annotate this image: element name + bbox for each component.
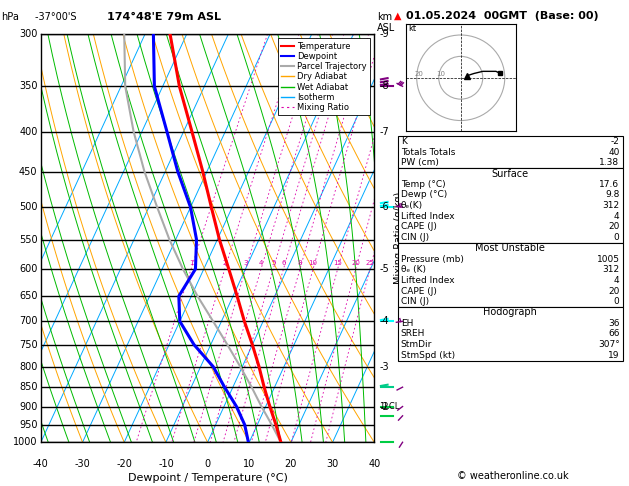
Text: 15: 15: [333, 260, 342, 266]
Text: kt: kt: [408, 24, 416, 33]
Text: -7: -7: [379, 126, 389, 137]
Text: 800: 800: [19, 362, 38, 372]
Text: 0: 0: [614, 233, 620, 242]
Text: -5: -5: [379, 264, 389, 274]
Text: 66: 66: [608, 330, 620, 338]
Text: Dewpoint / Temperature (°C): Dewpoint / Temperature (°C): [128, 473, 287, 483]
Text: 30: 30: [326, 459, 338, 469]
Text: Lifted Index: Lifted Index: [401, 276, 454, 285]
Text: 300: 300: [19, 29, 38, 39]
Text: -37°00'S: -37°00'S: [35, 12, 82, 22]
Text: -30: -30: [75, 459, 91, 469]
Text: StmSpd (kt): StmSpd (kt): [401, 351, 455, 360]
Text: 25: 25: [365, 260, 374, 266]
Text: 1.38: 1.38: [599, 158, 620, 167]
Text: 01.05.2024  00GMT  (Base: 00): 01.05.2024 00GMT (Base: 00): [406, 11, 598, 21]
Text: 307°: 307°: [598, 340, 620, 349]
Text: 20: 20: [351, 260, 360, 266]
Text: -9: -9: [379, 29, 389, 39]
Text: Temp (°C): Temp (°C): [401, 180, 445, 189]
Text: ▲: ▲: [394, 11, 401, 21]
Text: -4: -4: [379, 316, 389, 326]
Text: 600: 600: [19, 264, 38, 274]
Text: Totals Totals: Totals Totals: [401, 148, 455, 156]
Text: 17.6: 17.6: [599, 180, 620, 189]
Text: CAPE (J): CAPE (J): [401, 287, 437, 295]
Text: 650: 650: [19, 291, 38, 301]
Text: 36: 36: [608, 319, 620, 328]
Text: hPa: hPa: [1, 12, 19, 22]
Text: CIN (J): CIN (J): [401, 233, 429, 242]
Text: CAPE (J): CAPE (J): [401, 223, 437, 231]
Text: Dewp (°C): Dewp (°C): [401, 191, 447, 199]
Text: -20: -20: [116, 459, 132, 469]
Text: 900: 900: [19, 401, 38, 412]
Text: Lifted Index: Lifted Index: [401, 212, 454, 221]
Text: CIN (J): CIN (J): [401, 297, 429, 306]
Text: 8: 8: [298, 260, 302, 266]
Text: -10: -10: [158, 459, 174, 469]
Text: 40: 40: [368, 459, 381, 469]
Text: 550: 550: [19, 235, 38, 244]
Text: 20: 20: [415, 70, 423, 77]
Text: -2: -2: [379, 401, 389, 412]
Text: StmDir: StmDir: [401, 340, 432, 349]
Text: Mixing Ratio (g/kg): Mixing Ratio (g/kg): [394, 192, 404, 284]
Text: -2: -2: [611, 137, 620, 146]
Text: EH: EH: [401, 319, 413, 328]
Text: 5: 5: [271, 260, 276, 266]
Text: 312: 312: [603, 201, 620, 210]
Text: 174°48'E 79m ASL: 174°48'E 79m ASL: [107, 12, 221, 22]
Text: 2: 2: [223, 260, 227, 266]
Text: θₑ (K): θₑ (K): [401, 265, 426, 274]
Text: 312: 312: [603, 265, 620, 274]
Text: 4: 4: [259, 260, 263, 266]
Legend: Temperature, Dewpoint, Parcel Trajectory, Dry Adiabat, Wet Adiabat, Isotherm, Mi: Temperature, Dewpoint, Parcel Trajectory…: [278, 38, 370, 115]
Text: -6: -6: [379, 202, 389, 212]
Text: 750: 750: [19, 340, 38, 350]
Text: 20: 20: [608, 223, 620, 231]
Text: 950: 950: [19, 420, 38, 430]
Text: 20: 20: [608, 287, 620, 295]
Text: 400: 400: [19, 126, 38, 137]
Text: 1005: 1005: [596, 255, 620, 263]
Text: 1LCL: 1LCL: [379, 402, 399, 411]
Text: 20: 20: [285, 459, 297, 469]
Text: SREH: SREH: [401, 330, 425, 338]
Text: km: km: [377, 12, 392, 22]
Text: 10: 10: [243, 459, 255, 469]
Text: 700: 700: [19, 316, 38, 326]
Text: -40: -40: [33, 459, 49, 469]
Text: © weatheronline.co.uk: © weatheronline.co.uk: [457, 471, 569, 481]
Text: 1000: 1000: [13, 437, 38, 447]
Text: 500: 500: [19, 202, 38, 212]
Text: 10: 10: [437, 70, 445, 77]
Text: θₑ(K): θₑ(K): [401, 201, 423, 210]
Text: 4: 4: [614, 212, 620, 221]
Text: -3: -3: [379, 362, 389, 372]
Text: 4: 4: [614, 276, 620, 285]
Text: 3: 3: [243, 260, 248, 266]
Text: Surface: Surface: [491, 169, 529, 178]
Text: ASL: ASL: [377, 23, 396, 34]
Text: -8: -8: [379, 81, 389, 91]
Text: 40: 40: [608, 148, 620, 156]
Text: 9.8: 9.8: [605, 191, 620, 199]
Text: 1: 1: [189, 260, 193, 266]
Text: 350: 350: [19, 81, 38, 91]
Text: PW (cm): PW (cm): [401, 158, 438, 167]
Text: 10: 10: [309, 260, 318, 266]
Text: Hodograph: Hodograph: [483, 308, 537, 317]
Text: K: K: [401, 137, 406, 146]
Text: 0: 0: [204, 459, 211, 469]
Text: Most Unstable: Most Unstable: [475, 243, 545, 253]
Text: 0: 0: [614, 297, 620, 306]
Text: 6: 6: [281, 260, 286, 266]
Text: Pressure (mb): Pressure (mb): [401, 255, 464, 263]
Text: 19: 19: [608, 351, 620, 360]
Text: 450: 450: [19, 167, 38, 176]
Text: 850: 850: [19, 382, 38, 392]
